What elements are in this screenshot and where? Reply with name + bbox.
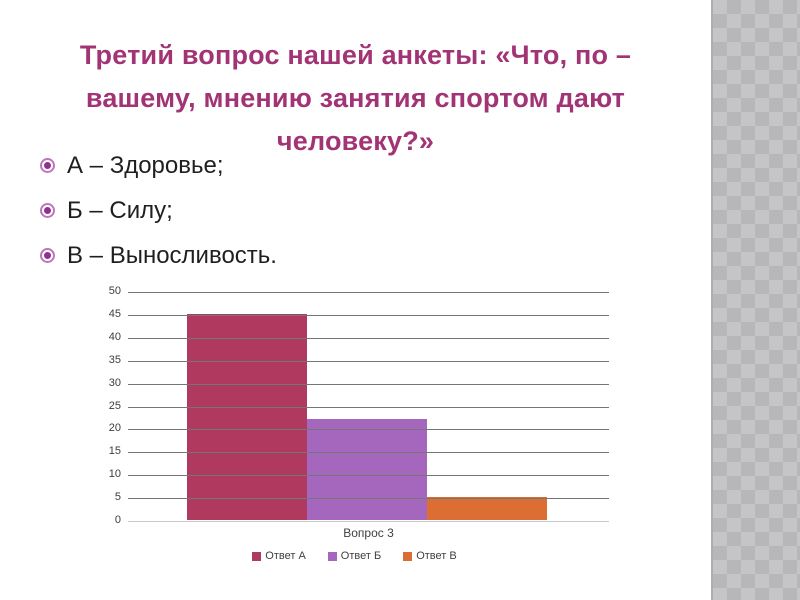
legend-item-3: Ответ В xyxy=(403,550,457,562)
y-axis-tick-label: 35 xyxy=(108,353,121,366)
gridline xyxy=(128,452,609,454)
legend-swatch xyxy=(327,551,337,561)
gridline xyxy=(128,314,609,316)
bars-group xyxy=(187,313,547,520)
target-bullet-icon xyxy=(40,158,55,173)
chart-category-label: Вопрос 3 xyxy=(343,526,394,540)
bar-series-2 xyxy=(307,419,427,520)
gridline xyxy=(128,498,609,500)
gridline xyxy=(128,475,609,477)
gridline xyxy=(128,337,609,339)
list-item-answer-a: А – Здоровье; xyxy=(40,143,277,188)
legend-label: Ответ А xyxy=(265,550,306,562)
y-axis-tick-label: 10 xyxy=(108,468,121,481)
gridline xyxy=(128,292,609,293)
slide-title: Третий вопрос нашей анкеты: «Что, по – в… xyxy=(0,34,711,163)
y-axis-tick-label: 30 xyxy=(108,376,121,389)
legend-label: Ответ Б xyxy=(340,550,382,562)
bullet-dot xyxy=(44,162,51,169)
gridline xyxy=(128,360,609,362)
legend-label: Ответ В xyxy=(416,550,457,562)
gridline xyxy=(128,383,609,385)
slide-title-line-1: Третий вопрос нашей анкеты: «Что, по – xyxy=(79,40,632,70)
answer-options-list: А – Здоровье; Б – Силу; В – Выносливость… xyxy=(40,143,277,278)
y-axis-tick-label: 45 xyxy=(108,307,121,320)
bullet-dot xyxy=(44,207,51,214)
chart-plot-area: 0 5 10 15 20 25 30 35 40 45 50 xyxy=(109,285,609,526)
y-axis-tick-label: 15 xyxy=(108,445,121,458)
target-bullet-icon xyxy=(40,203,55,218)
bar-chart: 0 5 10 15 20 25 30 35 40 45 50 Вопрос 3 Ответ А Отв… xyxy=(82,278,627,578)
list-item-answer-v: В – Выносливость. xyxy=(40,233,277,278)
y-axis-tick-label: 0 xyxy=(114,514,121,526)
decorative-sidebar-pattern xyxy=(711,0,800,600)
y-axis-tick-label: 25 xyxy=(108,399,121,412)
legend-swatch xyxy=(403,551,413,561)
legend-item-1: Ответ А xyxy=(252,550,306,562)
y-axis-tick-label: 5 xyxy=(114,491,121,504)
gridline xyxy=(128,521,609,522)
answer-a-label: А – Здоровье; xyxy=(67,151,224,179)
slide-title-line-2: вашему, мнению занятия спортом дают xyxy=(85,83,626,113)
target-bullet-icon xyxy=(40,248,55,263)
y-axis-tick-label: 40 xyxy=(108,330,121,343)
answer-v-label: В – Выносливость. xyxy=(67,241,277,269)
list-item-answer-b: Б – Силу; xyxy=(40,188,277,233)
legend-swatch xyxy=(252,551,262,561)
bullet-dot xyxy=(44,252,51,259)
bar-series-3 xyxy=(427,497,547,520)
answer-b-label: Б – Силу; xyxy=(67,196,173,224)
slide-title-line-3: человеку?» xyxy=(276,126,435,156)
gridline xyxy=(128,429,609,431)
gridline xyxy=(128,406,609,408)
y-axis-tick-label: 20 xyxy=(108,422,121,435)
chart-legend: Ответ А Ответ Б Ответ В xyxy=(82,550,627,562)
bar-series-1 xyxy=(187,313,307,520)
y-axis-tick-label: 50 xyxy=(108,285,121,297)
legend-item-2: Ответ Б xyxy=(327,550,382,562)
